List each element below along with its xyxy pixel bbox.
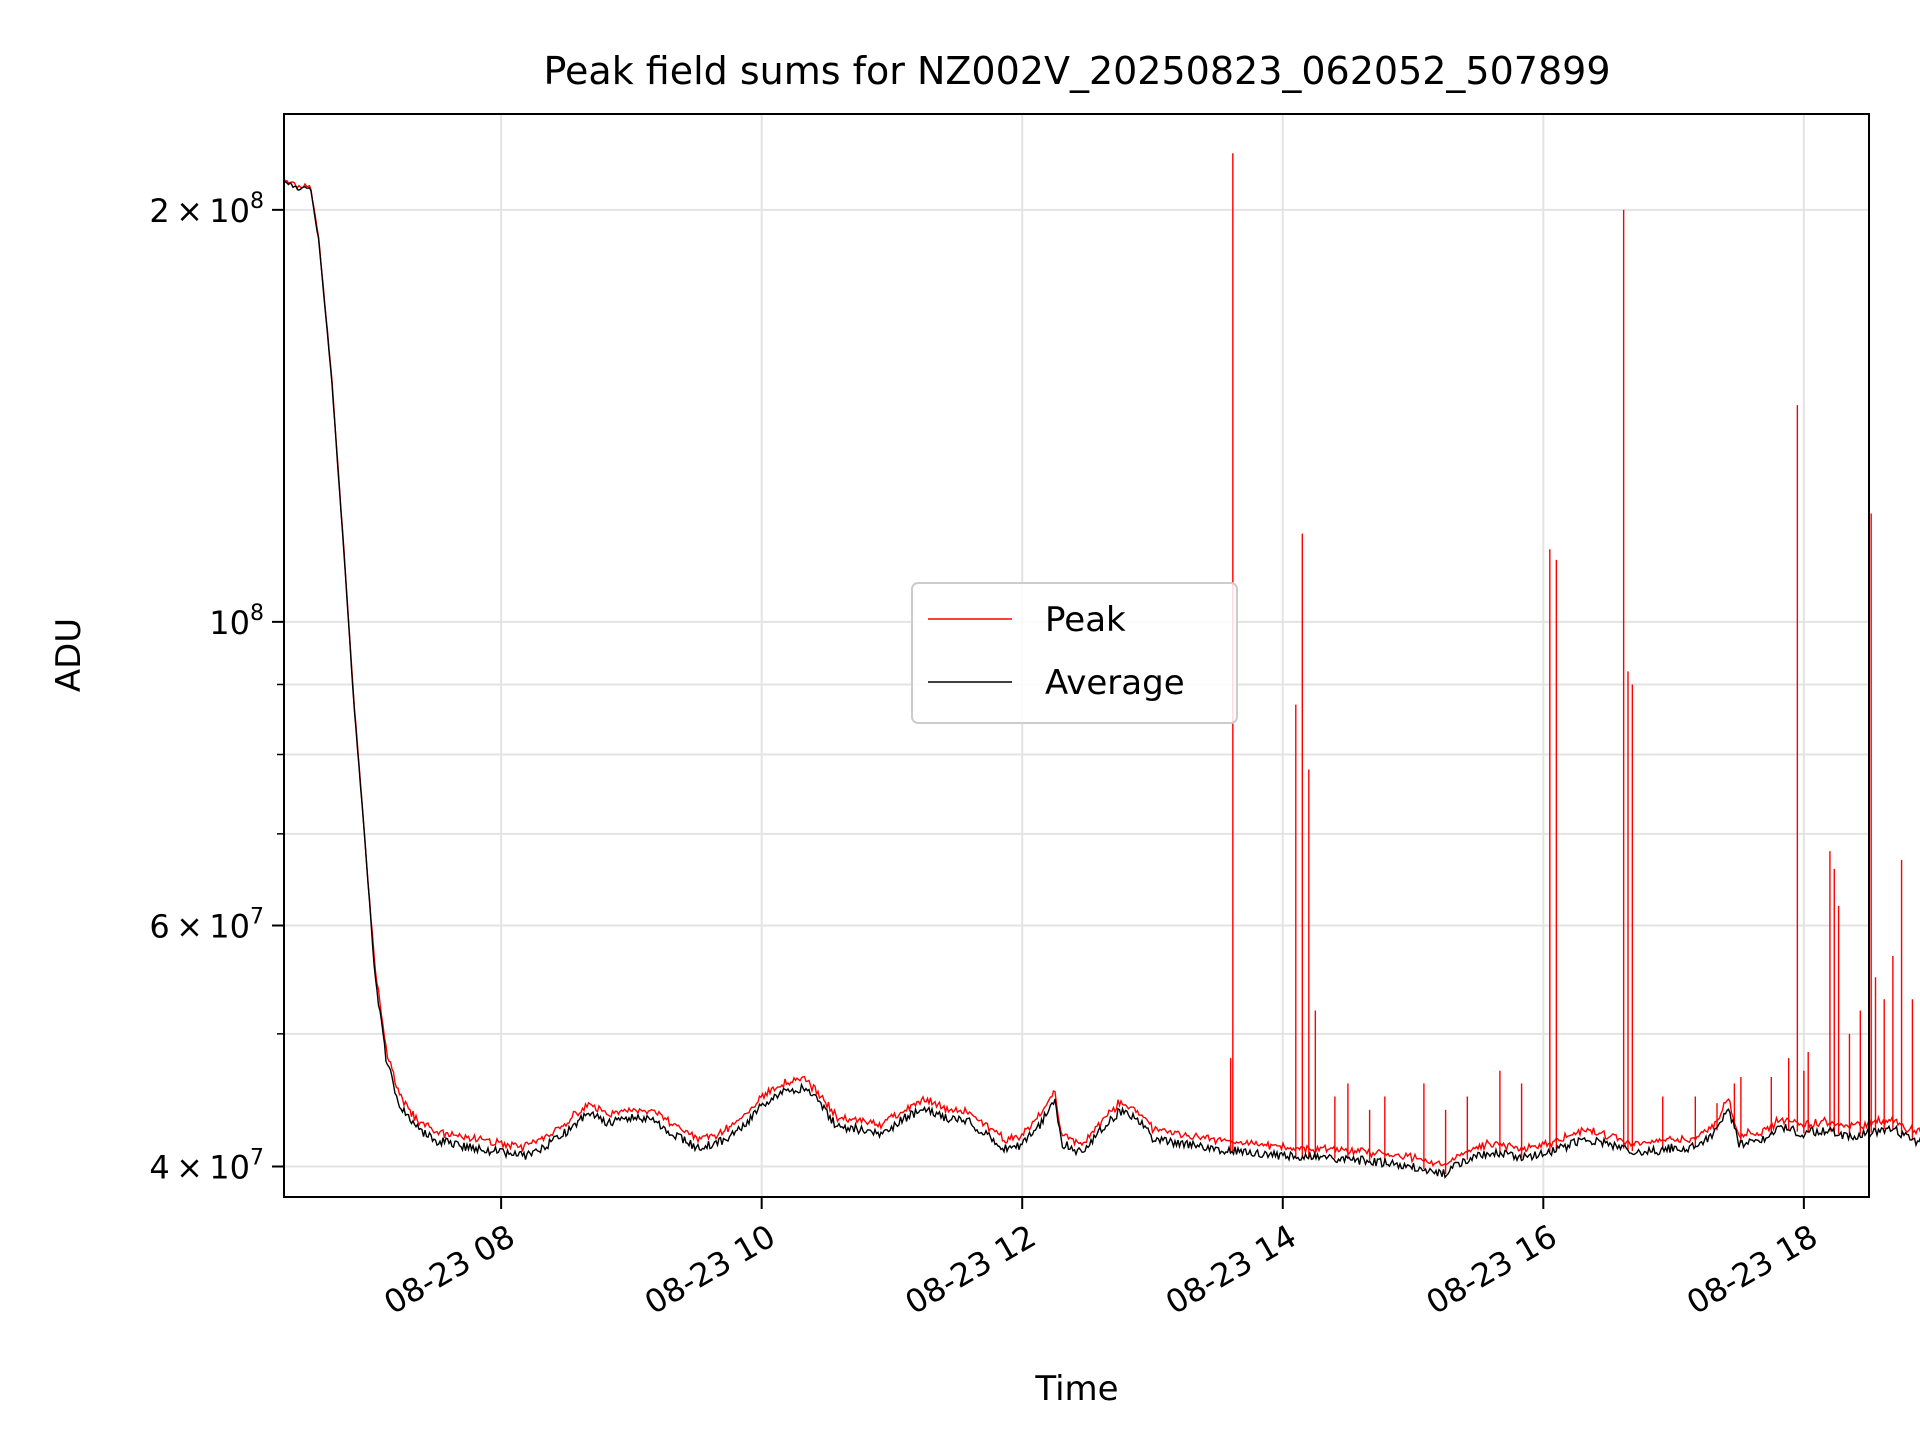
peak-series-line (283, 177, 1920, 1168)
plot-frame (283, 113, 1870, 1198)
y-tick-label: 4 × 107 (149, 1146, 264, 1187)
y-tick-label: 2 × 108 (149, 189, 264, 230)
legend-peak-label: Peak (1045, 600, 1126, 640)
legend: Peak Average (911, 582, 1238, 724)
average-series-line (283, 180, 1920, 1179)
legend-box (911, 582, 1238, 724)
y-axis-ticks: 4 × 107 6 × 107 108 2 × 108 (149, 189, 284, 1187)
chart-title: Peak field sums for NZ002V_20250823_0620… (543, 49, 1610, 93)
y-tick-label: 6 × 107 (149, 905, 264, 946)
y-axis-label: ADU (49, 618, 89, 692)
legend-average-label: Average (1045, 663, 1185, 703)
y-tick-label: 108 (209, 601, 264, 642)
x-axis-label: Time (1034, 1369, 1118, 1409)
